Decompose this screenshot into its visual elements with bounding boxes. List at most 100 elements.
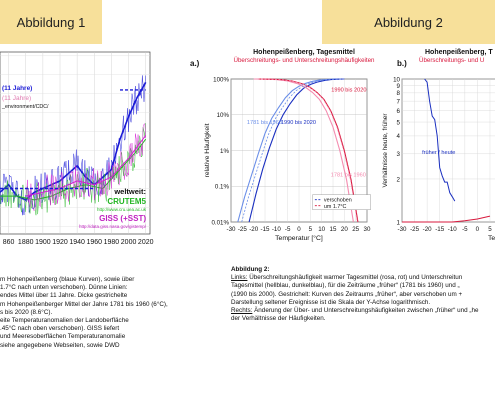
fig2a-ylabel: relative Häufigkeit (204, 123, 211, 177)
figure1-caption-line: endes Mittel über 11 Jahre. Dicke gestri… (0, 292, 128, 300)
fig2a-legend-entry: um 1.7°C (324, 204, 347, 210)
fig2a-ytick-label: 10% (217, 112, 230, 119)
fig2b-ytick-label: 4 (397, 133, 401, 140)
fig1-series-smoothed (0, 81, 147, 201)
figure1-caption-line: m Hohenpeißenberg (blaue Kurven), sowie … (0, 276, 135, 283)
fig2b-subtitle: Überschreitungs- und U (419, 57, 484, 64)
figures-canvas: (11 Jahre) (11 Jahre) _environment/CDC/wel… (0, 49, 495, 246)
figure1-caption-line: siehe angegebene Webseiten, sowie DWD (0, 341, 120, 349)
fig1-xtick-label: 1880 (18, 239, 34, 246)
figure2-caption-line: Darstellung seltener Ereignisse ist die … (231, 298, 431, 306)
figure2-caption-line: Tagesmittel (hellblau, dunkelblau), für … (231, 282, 460, 290)
fig2a-series-shifted (257, 78, 358, 223)
fig2b-xtick-label: 0 (476, 226, 480, 233)
fig1-xtick-label: 2000 (121, 239, 137, 246)
fig2a-xlabel: Temperatur [°C] (275, 234, 323, 242)
fig2a-curve-label: 1990 bis 2020 (281, 120, 316, 126)
fig2b-plot-frame (401, 78, 495, 223)
fig1-xtick-label: 1940 (69, 239, 85, 246)
fig1-crutem-url: http://www.cru.uea.ac.uk (97, 207, 147, 212)
figure2-caption-line: (1990 bis 2000). Gestrichelt: Kurven des… (231, 290, 463, 298)
fig2b-ytick-label: 2 (397, 176, 401, 183)
fig2a-xtick-label: -25 (238, 226, 248, 233)
fig2b-curve-label: früher / heute (422, 150, 455, 156)
fig1-series-smoothed (25, 135, 147, 197)
fig1-xtick-label: 1900 (35, 239, 51, 246)
fig1-legend-entry: (11 Jahre) (2, 85, 32, 92)
fig2a-xtick-label: 0 (297, 226, 301, 233)
fig1-series-yearly (25, 123, 146, 211)
fig2b-xtick-label: -15 (435, 226, 445, 233)
fig1-giss-url: http://data.giss.nasa.gov/gistemp/ (79, 224, 147, 229)
fig1-xtick-label: 1960 (86, 239, 102, 246)
figure2-caption-line: der Verhältnisse der Häufigkeiten. (231, 315, 326, 323)
fig1-plot-frame (0, 51, 151, 235)
fig2a-curve-label: 1781 bis 1960 (247, 120, 282, 126)
fig2a-xtick-label: 5 (309, 226, 313, 233)
fig2b-title: Hohenpeißenberg, T (425, 49, 493, 56)
fig2a-xtick-label: 10 (318, 226, 325, 233)
figure1-caption: m Hohenpeißenberg (blaue Kurven), sowie … (0, 276, 185, 350)
fig2b-panel-label: b.) (397, 59, 407, 68)
fig2b-ytick-label: 6 (397, 108, 401, 115)
fig2a-series-shifted (241, 78, 344, 223)
figure1-caption-line: m Hohenpeißenberger Mittel der Jahre 178… (0, 300, 168, 308)
fig2b-ytick-label: 5 (397, 119, 401, 126)
fig2b-ytick-label: 8 (397, 90, 401, 97)
fig2a-ytick-label: 0.1% (215, 184, 230, 191)
fig1-giss-label: GISS (+SST) (99, 214, 146, 223)
figure1-caption-line: eite Temperaturanomalien der Landoberflä… (0, 317, 129, 325)
links-label: Links: (231, 274, 248, 282)
figure2-header-label: Abbildung 2 (374, 14, 443, 30)
figure1-header: Abbildung 1 (0, 0, 102, 44)
fig2b-xtick-label: -5 (462, 226, 468, 233)
fig2a-subtitle: Überschreitungs- und Unterschreitungshäu… (233, 57, 375, 64)
fig1-xtick-label: 860 (3, 239, 15, 246)
fig2b-ytick-label: 10 (393, 76, 400, 83)
fig2a-xtick-label: 20 (341, 226, 348, 233)
fig1-xtick-label: 1980 (104, 239, 120, 246)
fig2a-ytick-label: 1% (220, 148, 229, 155)
fig2a-series-line (258, 78, 359, 223)
fig2b-ytick-label: 3 (397, 151, 401, 158)
fig2a-ytick-label: 100% (213, 76, 229, 83)
fig2a-xtick-label: 15 (330, 226, 337, 233)
rechts-label: Rechts: (231, 307, 253, 315)
fig2a-xtick-label: -30 (227, 226, 237, 233)
fig2a-xtick-label: 25 (352, 226, 359, 233)
fig2b-ylabel: Verhältnisse heute, früher (382, 113, 389, 188)
fig2a-xtick-label: -15 (261, 226, 271, 233)
fig2b-series-line (402, 215, 491, 223)
figure2-caption-title: Abbildung 2: (231, 266, 270, 273)
fig1-worldwide-title: weltweit: (113, 187, 146, 196)
fig2b-ytick-label: 1 (397, 219, 401, 226)
figure1-caption-line: und Meeresoberflächen Temperaturanomalie (0, 333, 126, 341)
fig2a-xtick-label: -20 (249, 226, 259, 233)
fig2a-panel-label: a.) (190, 59, 200, 68)
fig2a-title: Hohenpeißenberg, Tagesmittel (253, 49, 355, 56)
fig2a-legend-entry: verschoben (324, 198, 352, 204)
fig1-series-yearly (0, 122, 146, 216)
fig2b-ytick-label: 7 (397, 98, 401, 105)
figure2-caption: Abbildung 2: Links: Überschreitungshäufi… (231, 266, 495, 323)
fig2a-curve-label: 1781 bis 1960 (331, 172, 366, 178)
fig2a-xtick-label: 30 (364, 226, 371, 233)
fig2a-legend-box (312, 194, 371, 210)
fig2b-series-line (424, 78, 456, 202)
figure1-caption-line: s bis 2020 (8.6°C). (0, 308, 53, 316)
fig1-crutem-label: CRUTEM5 (107, 197, 146, 206)
figure1-caption-line: 1.7°C nach unten verschoben). Dünne Lini… (0, 284, 128, 292)
fig2b-xtick-label: -30 (398, 226, 408, 233)
fig2a-curve-label: 1990 bis 2020 (331, 87, 366, 93)
fig1-legend-entry: (11 Jahre) (2, 95, 31, 102)
figure2-header: Abbildung 2 (322, 0, 495, 44)
fig2b-xlabel: Temperatur (488, 235, 495, 242)
fig1-xtick-label: 1920 (52, 239, 68, 246)
fig2a-xtick-label: -5 (285, 226, 291, 233)
figure2-caption-line: Links: Überschreitungshäufigkeit warmer … (231, 274, 463, 282)
fig2b-xtick-label: -25 (410, 226, 420, 233)
fig2a-ytick-label: 0.01% (211, 219, 229, 226)
fig2b-xtick-label: -10 (448, 226, 458, 233)
figure1-caption-line: .45°C nach oben verschoben). GISS liefer… (0, 325, 120, 333)
fig1-xtick-label: 2020 (138, 239, 154, 246)
